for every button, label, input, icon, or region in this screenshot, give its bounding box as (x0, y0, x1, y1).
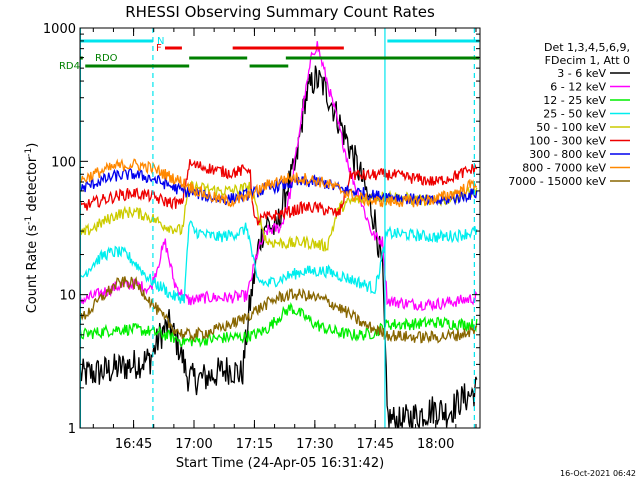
flag-label-RD4: RD4 (59, 61, 80, 72)
series-layer (80, 41, 478, 428)
x-tick-label-2: 17:15 (236, 437, 273, 452)
legend-entry-3: 25 - 50 keV (543, 108, 606, 121)
y-axis-ticks: 1 10 100 1000 (43, 22, 480, 437)
y-axis-label: Count Rate (s-1 detector-1) (24, 143, 40, 314)
plot-frame (79, 27, 481, 429)
y-tick-label-2: 100 (51, 155, 76, 170)
y-axis-label-end: ) (25, 143, 40, 148)
y-axis-label-mid: detector (25, 156, 40, 216)
y-axis-label-main: Count Rate (s (25, 225, 40, 314)
y-axis-label-sup2: -1 (24, 148, 34, 157)
series-line-1 (80, 41, 478, 312)
flag-layer: NF RDO RD4 (59, 36, 480, 72)
legend-header-1: Det 1,3,4,5,6,9, (544, 41, 630, 54)
legend-entry-2: 12 - 25 keV (543, 94, 606, 107)
y-axis-label-sup1: -1 (24, 216, 34, 225)
x-tick-label-4: 17:45 (357, 437, 394, 452)
legend: Det 1,3,4,5,6,9, FDecim 1, Att 0 3 - 6 k… (508, 41, 630, 188)
legend-entry-1: 6 - 12 keV (550, 81, 606, 94)
flag-label-F: F (156, 43, 162, 54)
legend-header-2: FDecim 1, Att 0 (545, 54, 630, 67)
legend-entry-8: 7000 - 15000 keV (508, 175, 606, 188)
series-line-2 (80, 301, 478, 348)
legend-entry-5: 100 - 300 keV (529, 135, 606, 148)
y-tick-label-1: 10 (59, 289, 76, 304)
x-axis-label: Start Time (24-Apr-05 16:31:42) (176, 456, 384, 471)
y-tick-label-0: 1 (68, 422, 76, 437)
series-line-5 (80, 159, 478, 226)
series-line-3 (80, 220, 478, 304)
legend-entry-6: 300 - 800 keV (529, 148, 606, 161)
x-axis-ticks: 16:45 17:00 17:15 17:30 17:45 18:00 (92, 28, 477, 452)
chart-title: RHESSI Observing Summary Count Rates (125, 3, 435, 21)
x-tick-label-1: 17:00 (175, 437, 212, 452)
flag-label-N: N (157, 36, 164, 47)
legend-entry-0: 3 - 6 keV (557, 67, 606, 80)
x-tick-label-0: 16:45 (115, 437, 152, 452)
series-line-7 (80, 158, 478, 208)
series-line-8 (80, 276, 478, 344)
x-tick-label-3: 17:30 (296, 437, 333, 452)
series-line-0 (80, 65, 478, 428)
legend-entry-7: 800 - 7000 keV (522, 162, 606, 175)
series-line-6 (80, 168, 478, 206)
x-tick-label-5: 18:00 (417, 437, 454, 452)
flag-label-RDO: RDO (95, 53, 118, 64)
legend-entry-4: 50 - 100 keV (536, 121, 606, 134)
y-tick-label-3: 1000 (43, 22, 76, 37)
footer-date: 16-Oct-2021 06:42 (560, 469, 636, 478)
